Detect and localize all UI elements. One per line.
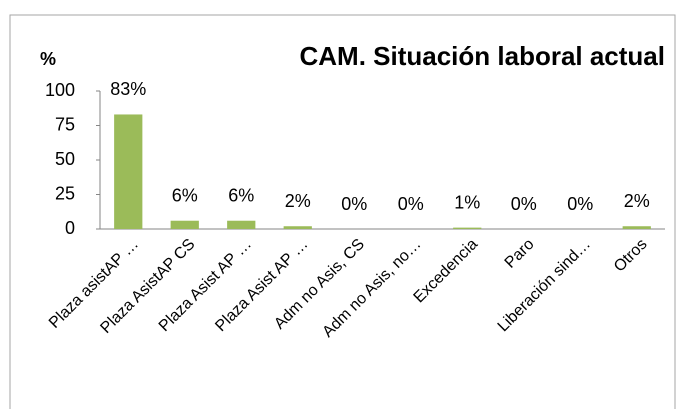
bar — [453, 227, 482, 229]
x-tick-label: Plaza AsistAP CS — [97, 236, 198, 337]
y-tick-label: 75 — [55, 114, 75, 134]
data-label: 2% — [285, 191, 311, 211]
data-label: 0% — [511, 194, 537, 214]
data-label: 6% — [172, 185, 198, 205]
data-label: 2% — [624, 191, 650, 211]
y-tick-label: 25 — [55, 183, 75, 203]
y-tick-label: 100 — [45, 80, 75, 100]
bar — [227, 220, 256, 229]
x-tick-label: Adm no Asis, no… — [319, 236, 424, 341]
bar — [283, 226, 312, 229]
chart-title: CAM. Situación laboral actual — [299, 41, 665, 71]
x-tick-label: Paro — [502, 236, 538, 272]
bar — [114, 114, 143, 229]
data-label: 1% — [454, 192, 480, 212]
chart-border — [9, 14, 676, 409]
y-tick-label: 0 — [65, 218, 75, 238]
x-tick-label: Otros — [611, 236, 651, 276]
data-label: 0% — [341, 194, 367, 214]
bar — [170, 220, 199, 229]
y-axis-label: % — [40, 49, 56, 69]
data-label: 0% — [567, 194, 593, 214]
data-label: 6% — [228, 185, 254, 205]
bar — [622, 226, 651, 229]
y-tick-label: 50 — [55, 149, 75, 169]
data-label: 0% — [398, 194, 424, 214]
data-label: 83% — [110, 79, 146, 99]
